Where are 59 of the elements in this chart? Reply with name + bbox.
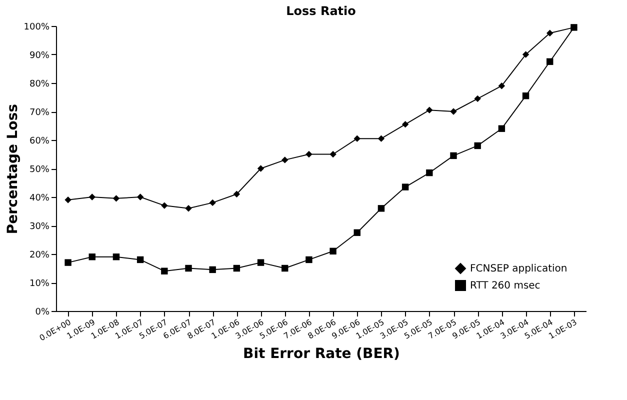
point <box>330 150 336 158</box>
point <box>161 268 168 274</box>
point <box>570 24 578 31</box>
point <box>546 58 554 65</box>
point <box>282 156 288 164</box>
point <box>402 120 409 128</box>
point <box>378 205 385 212</box>
point <box>233 190 240 198</box>
point <box>426 169 433 176</box>
point <box>474 95 481 102</box>
point <box>161 202 168 209</box>
y-axis-title: Percentage Loss <box>4 104 21 234</box>
point <box>402 184 409 190</box>
point <box>498 82 506 90</box>
point <box>306 150 312 158</box>
point <box>233 264 240 272</box>
legend-label: RTT 260 msec <box>470 280 540 292</box>
y-tick-label: 60% <box>29 136 50 146</box>
y-tick-label: 0% <box>35 308 50 318</box>
y-tick-label: 80% <box>29 80 50 90</box>
y-tick-label: 70% <box>29 108 50 118</box>
point <box>354 135 360 142</box>
point <box>522 92 530 100</box>
point <box>257 259 264 266</box>
y-tick-label: 100% <box>24 22 50 32</box>
point <box>426 106 433 114</box>
point <box>112 253 120 260</box>
point <box>64 196 72 204</box>
y-tick-label: 30% <box>29 222 50 232</box>
point <box>306 256 312 264</box>
legend-label: FCNSEP application <box>470 264 568 274</box>
point <box>354 229 360 236</box>
y-tick-label: 20% <box>29 250 50 260</box>
point <box>209 266 216 274</box>
point <box>378 135 385 142</box>
y-tick-label: 40% <box>29 194 50 204</box>
point <box>450 152 457 160</box>
point <box>136 194 144 200</box>
point <box>498 125 506 132</box>
point <box>474 142 481 150</box>
point <box>112 195 120 202</box>
point <box>282 264 288 272</box>
point <box>522 51 530 58</box>
point <box>64 259 72 266</box>
point <box>88 194 96 200</box>
point <box>209 199 216 206</box>
point <box>450 108 457 115</box>
y-tick-label: 50% <box>29 165 50 175</box>
point <box>88 253 96 260</box>
point <box>185 205 192 212</box>
point <box>330 248 336 255</box>
point <box>546 30 554 36</box>
x-axis-title: Bit Error Rate (BER) <box>243 346 400 362</box>
point <box>257 165 264 172</box>
chart-title: Loss Ratio <box>286 4 356 18</box>
point <box>136 256 144 264</box>
y-tick-label: 10% <box>29 279 50 289</box>
point <box>185 264 192 272</box>
y-tick-label: 90% <box>29 51 50 61</box>
